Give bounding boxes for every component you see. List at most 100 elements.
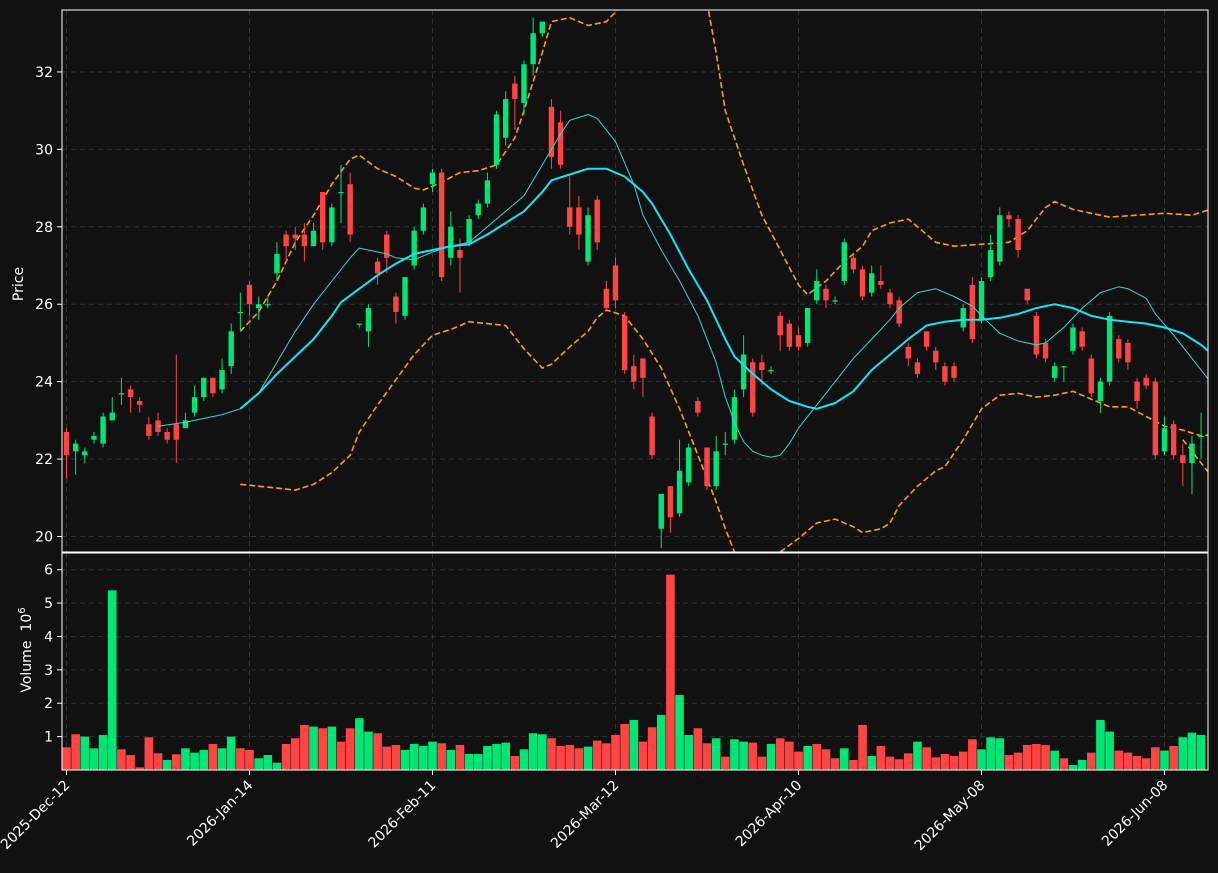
candle-body bbox=[951, 366, 957, 378]
volume-bar bbox=[1096, 719, 1105, 770]
candle-body bbox=[1006, 215, 1012, 220]
candle-body bbox=[987, 250, 994, 278]
volume-bar bbox=[867, 755, 876, 770]
volume-bar bbox=[1059, 758, 1069, 770]
candle-body bbox=[310, 230, 317, 247]
candle-body bbox=[329, 207, 335, 243]
volume-bar bbox=[336, 741, 346, 770]
candle-body bbox=[173, 424, 179, 440]
candle-body bbox=[621, 315, 628, 371]
candle-body bbox=[804, 308, 811, 343]
volume-bar bbox=[1178, 737, 1188, 770]
candle-body bbox=[740, 354, 747, 390]
candle-body bbox=[1097, 381, 1104, 402]
candle-body bbox=[960, 308, 966, 328]
candle-body bbox=[1152, 381, 1159, 456]
volume-bar bbox=[830, 758, 840, 770]
volume-frame bbox=[61, 552, 1209, 771]
volume-tick-label: 2 bbox=[44, 696, 53, 712]
candle-body bbox=[493, 114, 500, 165]
volume-bar bbox=[739, 741, 748, 770]
volume-bar bbox=[766, 743, 776, 770]
candle-body bbox=[191, 397, 198, 413]
volume-bar bbox=[876, 745, 886, 770]
candle-body bbox=[859, 269, 866, 297]
volume-axis-title: Volume 106 bbox=[17, 607, 35, 692]
volume-bar bbox=[904, 753, 913, 770]
candle-body bbox=[521, 64, 527, 103]
volume-bar bbox=[71, 734, 80, 770]
candle-body bbox=[466, 219, 472, 243]
volume-bar bbox=[638, 741, 648, 770]
candle-body bbox=[1116, 339, 1122, 359]
volume-bar bbox=[656, 714, 666, 770]
candle-body bbox=[347, 184, 353, 235]
candle-body bbox=[905, 346, 911, 359]
candle-body bbox=[182, 420, 189, 429]
candle-body bbox=[356, 323, 362, 325]
candle-body bbox=[631, 366, 637, 382]
price-series bbox=[63, 10, 1208, 552]
slow-moving-average-line bbox=[239, 167, 1208, 410]
candle-body bbox=[503, 99, 509, 138]
volume-bar bbox=[126, 754, 135, 770]
candle-body bbox=[832, 300, 838, 302]
volume-bar bbox=[730, 739, 739, 770]
candle-body bbox=[1061, 366, 1067, 368]
candle-body bbox=[1079, 331, 1085, 347]
volume-bar bbox=[958, 751, 968, 770]
volume-bar bbox=[373, 733, 382, 770]
candles bbox=[63, 17, 1204, 549]
upper-band-line bbox=[707, 10, 1208, 296]
candle-body bbox=[146, 424, 152, 436]
candle-body bbox=[438, 172, 445, 278]
price-y-axis: 20 22 24 26 28 30 32 bbox=[35, 65, 62, 546]
volume-tick-label: 5 bbox=[44, 596, 53, 612]
volume-bar bbox=[775, 738, 785, 770]
volume-bar bbox=[885, 756, 895, 770]
candle-body bbox=[841, 242, 847, 281]
volume-bar bbox=[977, 749, 986, 770]
volume-bar bbox=[263, 754, 273, 770]
volume-bar bbox=[345, 728, 355, 770]
volume-bar bbox=[1114, 750, 1124, 770]
candle-body bbox=[237, 311, 244, 314]
candle-body bbox=[686, 447, 692, 483]
candle-body bbox=[612, 265, 619, 301]
price-tick-label: 26 bbox=[35, 297, 53, 313]
volume-bar bbox=[620, 723, 629, 770]
volume-bar bbox=[922, 747, 931, 770]
volume-bar bbox=[464, 753, 474, 770]
candle-body bbox=[585, 215, 591, 262]
volume-bar bbox=[1169, 745, 1178, 770]
candle-body bbox=[283, 234, 289, 247]
volume-y-axis: 1 2 3 4 5 6 bbox=[44, 563, 62, 746]
volume-axis-exponent: 6 bbox=[17, 607, 28, 613]
candle-body bbox=[795, 335, 802, 347]
candle-body bbox=[1042, 342, 1049, 359]
candle-body bbox=[265, 304, 271, 306]
candle-body bbox=[887, 292, 893, 305]
volume-bar bbox=[1032, 743, 1041, 770]
volume-bar bbox=[1160, 750, 1169, 770]
volume-bar bbox=[940, 753, 950, 770]
volume-bar bbox=[80, 736, 90, 770]
candle-body bbox=[567, 207, 573, 227]
volume-bar bbox=[675, 694, 684, 770]
candle-body bbox=[667, 486, 674, 518]
candle-body bbox=[539, 21, 545, 34]
volume-bar bbox=[583, 746, 593, 770]
volume-grid bbox=[62, 553, 1208, 770]
candle-body bbox=[411, 230, 417, 266]
candle-body bbox=[484, 180, 491, 204]
candle-body bbox=[1170, 424, 1177, 456]
price-tick-label: 32 bbox=[35, 65, 53, 81]
volume-bar bbox=[382, 746, 392, 770]
candle-body bbox=[713, 451, 719, 487]
candle-body bbox=[603, 288, 610, 309]
candle-body bbox=[246, 284, 253, 305]
volume-bar bbox=[547, 738, 556, 770]
volume-bar bbox=[117, 749, 126, 770]
volume-bar bbox=[492, 743, 501, 770]
candle-body bbox=[1143, 377, 1149, 386]
